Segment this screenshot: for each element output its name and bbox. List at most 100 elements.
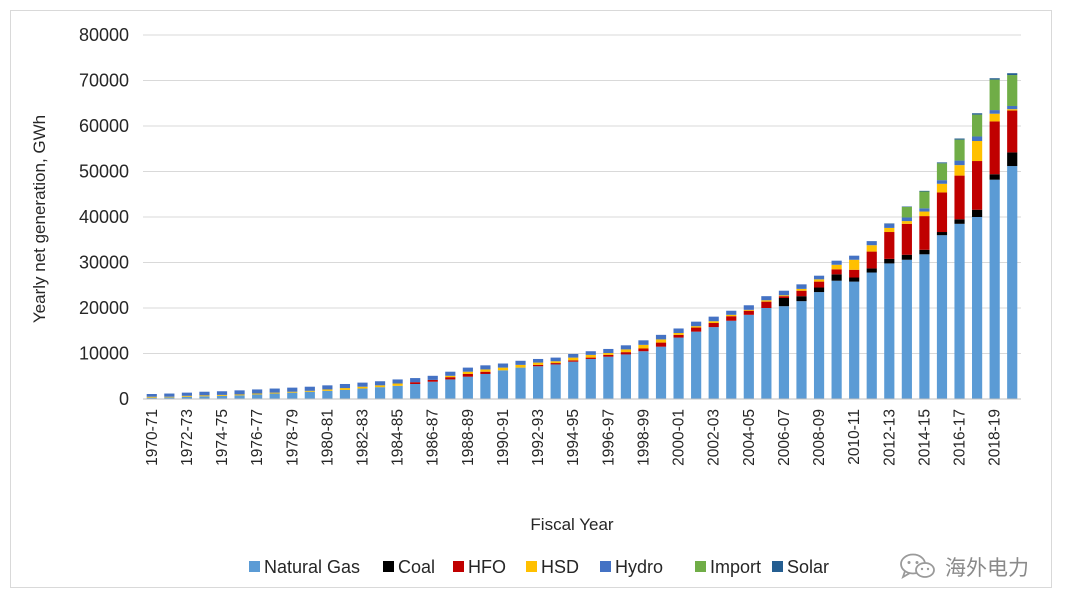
bar-segment-hydro <box>146 394 157 397</box>
bar-segment-hydro <box>533 358 544 363</box>
bar-segment-natural-gas <box>778 306 790 399</box>
legend-swatch <box>453 561 464 572</box>
bar-segment-hfo <box>954 175 965 220</box>
bar-segment-natural-gas <box>533 366 544 399</box>
bar-segment-hsd <box>339 388 351 390</box>
bar-segment-natural-gas <box>287 392 298 399</box>
bar-stack-1985-86 <box>410 378 421 399</box>
bar-segment-hfo <box>813 281 825 288</box>
bar-stack-1973-74 <box>199 391 210 399</box>
bar-segment-hsd <box>550 361 561 364</box>
x-tick-label: 1994-95 <box>565 409 582 466</box>
bar-segment-hfo <box>901 223 912 255</box>
y-tick-label: 80000 <box>79 25 129 45</box>
bar-segment-natural-gas <box>866 272 877 399</box>
bar-segment-hsd <box>813 279 825 282</box>
bar-stack-2019-20 <box>1007 73 1018 399</box>
legend-item-solar: Solar <box>772 557 829 577</box>
y-axis-ticks: 0 10000 20000 30000 40000 50000 60000 70000 8000… <box>79 25 129 409</box>
bar-segment-natural-gas <box>743 314 754 399</box>
bar-segment-hfo <box>866 251 877 269</box>
bar-segment-coal <box>831 274 842 281</box>
bar-segment-hsd <box>954 165 965 176</box>
legend-label: HSD <box>541 557 579 577</box>
bar-stack-1988-89 <box>462 367 473 399</box>
bar-segment-hydro <box>936 180 948 184</box>
bar-segment-hydro <box>164 393 175 397</box>
bar-segment-hsd <box>972 141 983 162</box>
bar-segment-natural-gas <box>989 179 1000 399</box>
legend-label: Import <box>710 557 761 577</box>
bar-stack-1984-85 <box>392 379 403 399</box>
bar-segment-hsd <box>216 394 228 396</box>
legend-swatch <box>249 561 260 572</box>
bar-segment-coal <box>796 296 807 302</box>
bar-segment-hsd <box>603 353 614 355</box>
bar-stack-1997-98 <box>620 345 631 399</box>
bar-stack-2005-06 <box>761 296 772 399</box>
y-tick-label: 40000 <box>79 207 129 227</box>
legend-swatch <box>695 561 706 572</box>
bar-segment-hydro <box>392 379 403 384</box>
x-tick-label: 1976-77 <box>249 409 266 466</box>
bar-stack-2009-10 <box>831 260 842 399</box>
bar-stack-1991-92 <box>515 360 526 399</box>
bar-segment-hydro <box>252 389 263 394</box>
bar-segment-hsd <box>849 259 860 270</box>
watermark: 海外电力 <box>899 549 1029 585</box>
y-tick-label: 10000 <box>79 344 129 364</box>
x-tick-label: 2012-13 <box>881 409 898 466</box>
bar-segment-hfo <box>550 363 561 365</box>
legend-label: Solar <box>787 557 829 577</box>
bar-segment-hfo <box>936 192 948 233</box>
bar-segment-hsd <box>761 300 772 302</box>
bar-stack-1990-91 <box>497 363 509 399</box>
bar-segment-natural-gas <box>655 346 667 399</box>
bar-segment-natural-gas <box>550 364 561 399</box>
x-tick-label: 2000-01 <box>671 409 688 466</box>
bar-segment-natural-gas <box>884 263 895 399</box>
bar-segment-solar <box>954 138 965 140</box>
x-tick-label: 2008-09 <box>811 409 828 466</box>
y-tick-label: 20000 <box>79 298 129 318</box>
bar-stack-1992-93 <box>533 358 544 399</box>
bar-segment-coal <box>813 287 825 293</box>
bar-segment-hsd <box>164 396 175 398</box>
bar-segment-coal <box>901 254 912 260</box>
bar-segment-natural-gas <box>181 396 192 399</box>
stacked-bar-chart: 0 10000 20000 30000 40000 50000 60000 70000 8000… <box>30 25 1021 577</box>
bar-stack-1979-80 <box>304 386 315 399</box>
bar-segment-natural-gas <box>813 292 825 399</box>
x-tick-label: 2016-17 <box>952 409 969 466</box>
bar-stack-2000-01 <box>673 328 684 399</box>
bar-segment-hfo <box>533 364 544 367</box>
bar-segment-natural-gas <box>954 223 965 399</box>
bar-stack-2014-15 <box>919 190 930 399</box>
bar-segment-natural-gas <box>515 367 526 399</box>
bar-segment-hydro <box>796 284 807 289</box>
bar-segment-solar <box>1007 73 1018 76</box>
bar-segment-natural-gas <box>849 281 860 399</box>
bar-stack-1999-00 <box>655 334 667 399</box>
watermark-text: 海外电力 <box>945 556 1029 580</box>
bar-segment-hydro <box>954 160 965 166</box>
bar-segment-hydro <box>884 223 895 228</box>
bar-segment-hsd <box>304 390 315 392</box>
bar-segment-hsd <box>357 386 368 389</box>
bar-segment-coal <box>936 232 948 236</box>
bar-segment-natural-gas <box>691 331 702 399</box>
bar-segment-hfo <box>831 269 842 275</box>
bar-segment-natural-gas <box>620 354 631 399</box>
bar-segment-natural-gas <box>357 388 368 399</box>
bars <box>146 73 1018 399</box>
bar-segment-hfo <box>480 371 491 374</box>
bar-segment-natural-gas <box>146 397 157 399</box>
legend-item-hydro: Hydro <box>600 557 663 577</box>
bar-segment-hydro <box>813 275 825 280</box>
bar-segment-hydro <box>972 136 983 142</box>
bar-segment-hydro <box>585 351 596 355</box>
bar-segment-hydro <box>304 386 315 391</box>
y-tick-label: 60000 <box>79 116 129 136</box>
bar-segment-hfo <box>673 334 684 338</box>
bar-segment-natural-gas <box>480 373 491 399</box>
